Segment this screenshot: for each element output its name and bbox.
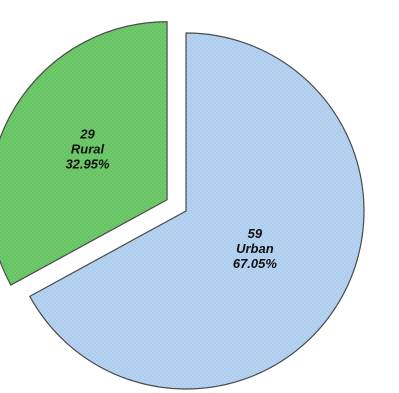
urban-name-label: Urban (236, 241, 274, 256)
rural-name-label: Rural (71, 142, 105, 157)
rural-count-label: 29 (79, 127, 95, 142)
rural-percent-label: 32.95% (65, 157, 110, 172)
slice-urban (28, 32, 365, 390)
slice-rural (0, 21, 168, 286)
slice-rural-group: 29 Rural 32.95% (0, 21, 168, 286)
slice-urban-group: 59 Urban 67.05% (28, 32, 365, 390)
urban-count-label: 59 (248, 226, 263, 241)
urban-percent-label: 67.05% (233, 256, 278, 271)
